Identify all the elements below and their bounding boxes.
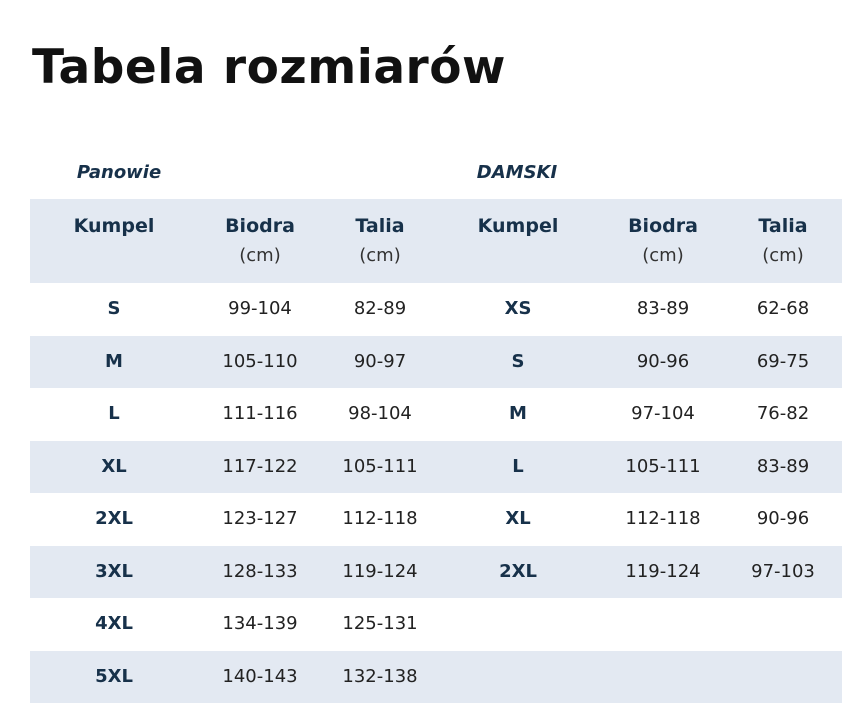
measure-cell: 83-89 — [756, 455, 810, 477]
measure-cell: 123-127 — [222, 508, 298, 529]
header-unit: (cm) — [239, 245, 281, 266]
size-table: Kumpel Biodra (cm) Talia (cm) Kumpel Biodra (cm… — [30, 199, 842, 703]
table-row: L 111-116 98-104 M 97-104 76-82 — [30, 388, 842, 441]
size-cell: S — [107, 298, 121, 319]
section-women-label: DAMSKI — [476, 162, 558, 183]
column-header: Kumpel — [74, 211, 155, 241]
measure-cell: 76-82 — [756, 403, 810, 424]
header-label: Talia — [355, 215, 405, 237]
table-row: 5XL 140-143 132-138 — [30, 650, 842, 703]
page-title: Tabela rozmiarów — [32, 40, 506, 95]
section-men-label: Panowie — [76, 162, 162, 183]
header-label: Kumpel — [73, 215, 155, 237]
column-header: Biodra (cm) — [225, 211, 295, 271]
column-header: Kumpel — [478, 211, 559, 241]
table-row: 2XL 123-127 112-118 XL 112-118 90-96 — [30, 493, 842, 546]
measure-cell: 62-68 — [756, 298, 810, 319]
measure-cell: 98-104 — [348, 403, 412, 424]
size-cell: 3XL — [95, 560, 133, 582]
measure-cell: 140-143 — [222, 665, 298, 687]
measure-cell: 134-139 — [222, 613, 298, 634]
measure-cell: 112-118 — [625, 508, 701, 529]
measure-cell: 90-96 — [756, 508, 810, 529]
table-row: M 105-110 90-97 S 90-96 69-75 — [30, 335, 842, 388]
measure-cell: 105-110 — [222, 350, 298, 372]
measure-cell: 128-133 — [222, 560, 298, 582]
header-label: Talia — [758, 215, 808, 237]
measure-cell: 83-89 — [636, 298, 690, 319]
header-unit: (cm) — [762, 245, 804, 266]
size-cell: 2XL — [499, 560, 537, 582]
table-header-row: Kumpel Biodra (cm) Talia (cm) Kumpel Biodra (cm… — [30, 199, 842, 283]
measure-cell: 117-122 — [222, 455, 298, 477]
size-cell: S — [511, 350, 525, 372]
measure-cell: 119-124 — [625, 560, 701, 582]
size-cell: XS — [504, 298, 532, 319]
header-unit: (cm) — [642, 245, 684, 266]
header-unit: (cm) — [359, 245, 401, 266]
measure-cell: 105-111 — [342, 455, 418, 477]
header-label: Kumpel — [477, 215, 559, 237]
measure-cell: 111-116 — [222, 403, 298, 424]
measure-cell: 119-124 — [342, 560, 418, 582]
table-row: XL 117-122 105-111 L 105-111 83-89 — [30, 440, 842, 493]
measure-cell: 97-103 — [751, 560, 815, 582]
measure-cell: 69-75 — [756, 350, 810, 372]
header-label: Biodra — [225, 215, 295, 237]
table-row: S 99-104 82-89 XS 83-89 62-68 — [30, 283, 842, 336]
size-cell: M — [509, 403, 527, 424]
measure-cell: 99-104 — [228, 298, 292, 319]
measure-cell: 105-111 — [625, 455, 701, 477]
header-label: Biodra — [628, 215, 698, 237]
measure-cell: 90-96 — [636, 350, 690, 372]
size-cell: XL — [505, 508, 531, 529]
measure-cell: 125-131 — [342, 613, 418, 634]
size-cell: L — [512, 455, 524, 477]
table-row: 3XL 128-133 119-124 2XL 119-124 97-103 — [30, 545, 842, 598]
size-cell: XL — [101, 455, 127, 477]
column-header: Talia (cm) — [758, 211, 807, 271]
measure-cell: 97-104 — [631, 403, 695, 424]
size-cell: 2XL — [95, 508, 133, 529]
measure-cell: 82-89 — [353, 298, 407, 319]
measure-cell: 132-138 — [342, 665, 418, 687]
column-header: Biodra (cm) — [628, 211, 698, 271]
size-cell: 5XL — [95, 665, 133, 687]
table-row: 4XL 134-139 125-131 — [30, 598, 842, 651]
measure-cell: 90-97 — [353, 350, 407, 372]
measure-cell: 112-118 — [342, 508, 418, 529]
column-header: Talia (cm) — [355, 211, 404, 271]
size-cell: 4XL — [95, 613, 133, 634]
size-cell: L — [108, 403, 120, 424]
size-cell: M — [105, 350, 123, 372]
